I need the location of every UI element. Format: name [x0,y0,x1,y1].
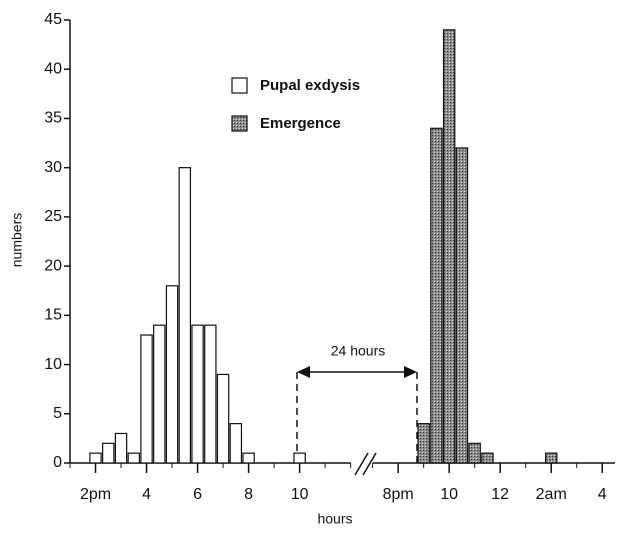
bar [178,167,192,464]
y-tick-label: 40 [44,60,62,77]
bar [544,452,558,464]
y-tick-label: 25 [44,208,62,225]
x-tick-label: 4 [598,486,607,503]
legend-label: Emergence [260,115,341,132]
x-tick-label: 2am [536,486,567,503]
y-tick-label: 30 [44,159,62,176]
x-tick-label: 6 [193,486,202,503]
y-axis-label: numbers [9,213,25,267]
bar [442,29,456,464]
x-tick-label: 12 [491,486,509,503]
bar [127,452,141,464]
y-tick-label: 45 [44,11,62,28]
legend-swatch [231,115,248,132]
bar [481,452,494,464]
axis-break [352,452,377,476]
legend-swatch [231,77,248,94]
x-tick-label: 10 [291,486,309,503]
y-tick-label: 0 [53,454,62,471]
y-tick-label: 20 [44,257,62,274]
y-tick-label: 5 [53,405,62,422]
y-tick-label: 15 [44,307,62,324]
bar [417,423,430,464]
annotation: 24 hours [296,343,418,465]
bar [229,423,243,464]
annotation-text: 24 hours [331,343,385,359]
bar [242,452,255,464]
x-tick-label: 4 [142,486,151,503]
bar [204,324,217,464]
bar [102,442,115,464]
bar [140,334,153,464]
bar [114,432,128,464]
bar [89,452,102,464]
x-tick-label: 10 [440,486,458,503]
bar [153,324,166,464]
y-tick-label: 10 [44,356,62,373]
bar [468,442,481,464]
y-tick-label: 35 [44,110,62,127]
x-tick-label: 8 [244,486,253,503]
bar [430,127,443,464]
x-tick-label: 8pm [383,486,414,503]
bar [293,452,306,464]
legend-label: Pupal exdysis [260,77,360,94]
x-axis-label: hours [317,511,352,527]
bar [191,324,204,464]
bar [165,285,179,464]
x-tick-label: 2pm [80,486,111,503]
bar [455,147,469,464]
bar [216,373,230,464]
